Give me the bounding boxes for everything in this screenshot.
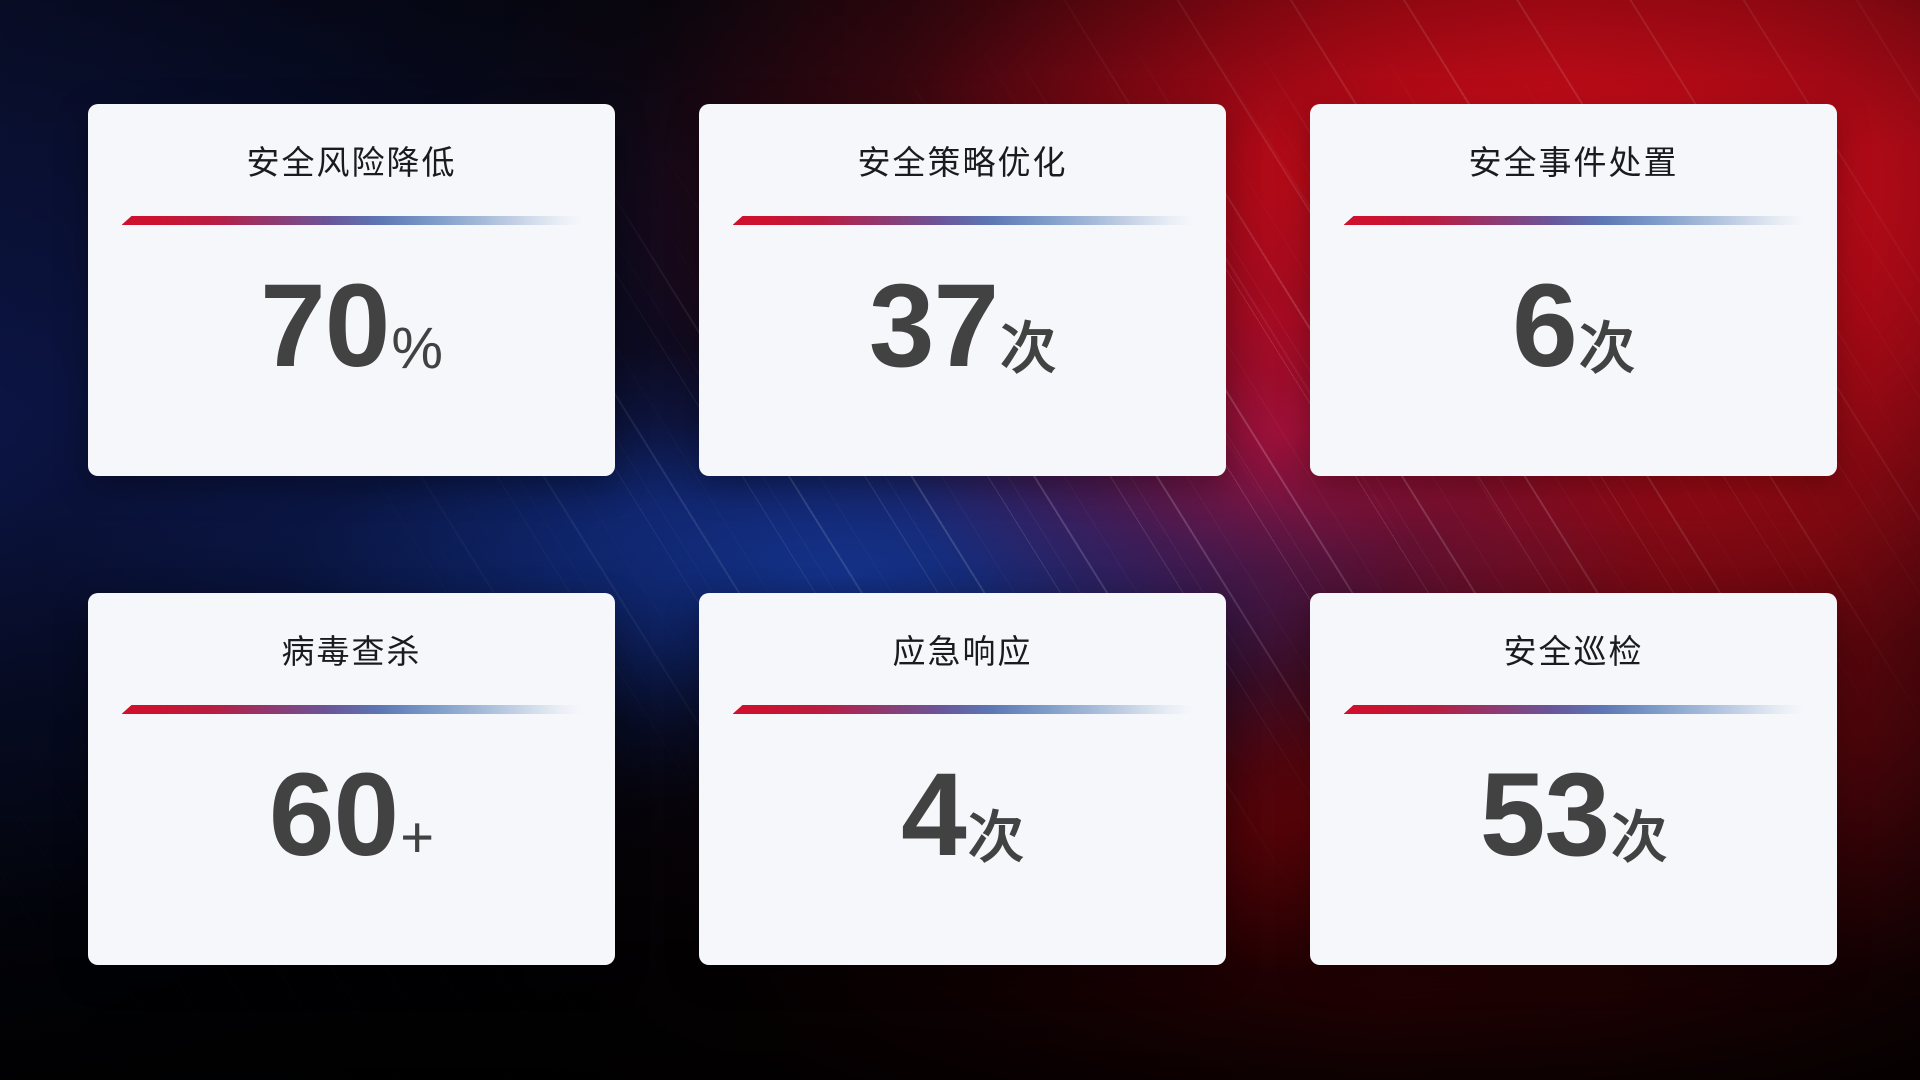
stat-card[interactable]: 安全巡检 53 次 [1310, 593, 1837, 965]
stat-card-number: 37 [868, 260, 999, 392]
stat-card[interactable]: 安全策略优化 37 次 [699, 104, 1226, 476]
stat-card-unit: 次 [1611, 806, 1668, 869]
stat-card[interactable]: 安全风险降低 70 % [88, 104, 615, 476]
stat-card-value: 53 次 [1480, 756, 1667, 874]
stat-card-divider [121, 705, 582, 714]
stat-card[interactable]: 安全事件处置 6 次 [1310, 104, 1837, 476]
stat-card-number: 6 [1512, 260, 1578, 392]
stat-card-unit: 次 [967, 806, 1024, 869]
stat-card-number: 53 [1479, 749, 1610, 881]
stat-card-grid: 安全风险降低 70 % 安全策略优化 37 次 安全事件处置 6 次 [88, 104, 1837, 965]
stat-card-title: 应急响应 [892, 633, 1033, 670]
stat-card-title: 安全巡检 [1503, 633, 1644, 670]
stat-card-value: 37 次 [869, 267, 1056, 385]
stat-card-divider [1343, 705, 1804, 714]
stat-card-value: 6 次 [1512, 267, 1635, 385]
stat-card-number: 70 [260, 260, 390, 392]
stat-card-divider [732, 216, 1193, 225]
stat-card-unit: 次 [1578, 317, 1635, 380]
stat-card-unit: % [391, 316, 443, 381]
stat-card-divider [1343, 216, 1804, 225]
stat-card[interactable]: 应急响应 4 次 [699, 593, 1226, 965]
stat-card-title: 安全风险降低 [246, 144, 457, 181]
stat-card-divider [121, 216, 582, 225]
stat-card-value: 60 + [269, 756, 434, 874]
stat-card-title: 安全策略优化 [857, 144, 1068, 181]
stat-card-number: 60 [268, 749, 399, 881]
stat-card-unit: 次 [1000, 317, 1057, 380]
stat-card-title: 病毒查杀 [281, 633, 422, 670]
stat-card-value: 4 次 [901, 756, 1024, 874]
stat-card[interactable]: 病毒查杀 60 + [88, 593, 615, 965]
stat-card-title: 安全事件处置 [1468, 144, 1679, 181]
stat-card-value: 70 % [260, 267, 443, 385]
stat-card-divider [732, 705, 1193, 714]
stat-card-number: 4 [901, 749, 967, 881]
stat-card-unit: + [400, 805, 435, 870]
